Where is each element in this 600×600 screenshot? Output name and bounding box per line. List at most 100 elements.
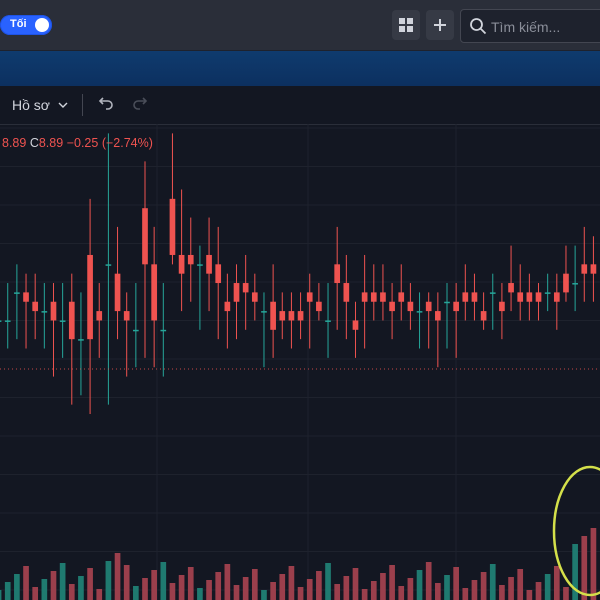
candle-body <box>288 311 295 321</box>
undo-icon <box>98 97 113 110</box>
candle-body <box>68 301 75 340</box>
candle-body <box>233 283 240 302</box>
chevron-down-icon <box>58 102 68 108</box>
layout-grid-button[interactable] <box>392 10 420 40</box>
volume-bar <box>334 584 341 600</box>
candle-body <box>553 292 560 302</box>
price-chart[interactable]: 8.89 C8.89 −0.25 (−2.74%) <box>0 124 600 600</box>
candle-body <box>14 292 20 294</box>
candle-body <box>563 273 569 293</box>
toggle-knob <box>35 18 49 32</box>
candle-body <box>78 339 84 341</box>
volume-bar <box>499 585 505 600</box>
candle-body <box>197 264 203 266</box>
candle-body <box>151 264 157 321</box>
candle-body <box>123 311 130 321</box>
candle-body <box>96 311 103 321</box>
candle-body <box>508 283 514 293</box>
legend-change-pct: (−2.74%) <box>101 136 153 150</box>
highlight-circle <box>552 465 600 597</box>
volume-bar <box>279 574 286 600</box>
search-box[interactable] <box>460 9 600 43</box>
candle-body <box>572 283 578 285</box>
profile-dropdown[interactable]: Hồ sơ <box>6 94 74 116</box>
candle-body <box>160 329 167 332</box>
ohlc-legend: 8.89 C8.89 −0.25 (−2.74%) <box>2 136 153 150</box>
candle-body <box>526 292 533 302</box>
undo-button[interactable] <box>94 95 116 115</box>
chart-canvas[interactable] <box>0 124 600 600</box>
candle-body <box>316 301 322 312</box>
volume-bar <box>407 578 414 600</box>
candle-body <box>59 320 66 322</box>
candle-body <box>581 264 588 274</box>
volume-bar <box>123 565 130 600</box>
volume-bar <box>306 579 313 600</box>
redo-button[interactable] <box>130 95 152 115</box>
redo-icon <box>133 97 148 110</box>
volume-bar <box>251 569 258 600</box>
volume-bar <box>480 572 487 600</box>
candle-body <box>370 292 377 302</box>
volume-bar <box>78 576 84 600</box>
volume-bar <box>87 568 93 600</box>
candle-body <box>535 292 542 302</box>
volume-bar <box>206 580 212 600</box>
candle-body <box>270 301 276 330</box>
candle-body <box>224 301 231 312</box>
add-button[interactable] <box>426 10 454 40</box>
volume-bar <box>489 564 496 600</box>
volume-bar <box>68 584 75 600</box>
candle-body <box>407 301 414 312</box>
volume-bar <box>261 590 267 600</box>
volume-bar <box>425 562 432 600</box>
volume-bar <box>96 589 103 600</box>
candle-body <box>206 254 212 274</box>
volume-bar <box>361 589 368 600</box>
volume-bar <box>14 574 20 600</box>
candle-body <box>50 301 57 321</box>
candle-body <box>187 254 194 265</box>
chart-toolbar: Hồ sơ <box>0 86 600 125</box>
volume-bar <box>398 586 405 600</box>
volume-bar <box>233 585 240 600</box>
candle-body <box>361 292 368 302</box>
candle-body <box>489 292 496 294</box>
volume-bar <box>197 588 203 600</box>
theme-toggle[interactable]: Tối <box>0 15 52 35</box>
volume-bar <box>0 590 2 600</box>
volume-bar <box>270 582 276 600</box>
candle-body <box>499 301 505 312</box>
candle-body <box>251 292 258 302</box>
volume-bar <box>444 575 450 600</box>
volume-bar <box>32 587 39 600</box>
legend-close-value-prev: 8.89 <box>2 136 27 150</box>
candle-body <box>105 264 112 266</box>
plus-icon <box>434 19 446 31</box>
theme-toggle-label: Tối <box>10 18 27 30</box>
volume-bar <box>297 587 304 600</box>
legend-change: −0.25 <box>66 136 99 150</box>
volume-bar <box>517 569 524 600</box>
volume-bar <box>187 567 194 600</box>
candle-body <box>87 254 93 340</box>
candle-body <box>169 198 176 255</box>
volume-bar <box>453 567 459 600</box>
candle-body <box>389 301 395 312</box>
volume-bar <box>389 565 395 600</box>
volume-bar <box>435 583 441 600</box>
volume-bar <box>23 566 29 600</box>
search-input[interactable] <box>489 16 600 38</box>
candle-body <box>453 301 459 312</box>
candle-body <box>23 292 29 302</box>
volume-bar <box>316 571 322 600</box>
candle-body <box>352 320 359 330</box>
volume-bar <box>215 572 222 600</box>
volume-bar <box>370 581 377 600</box>
volume-bar <box>288 566 295 600</box>
candle-body <box>517 292 524 302</box>
volume-bar <box>169 583 176 600</box>
volume-bar <box>553 566 560 600</box>
volume-bar <box>151 570 157 600</box>
volume-bar <box>4 582 11 600</box>
